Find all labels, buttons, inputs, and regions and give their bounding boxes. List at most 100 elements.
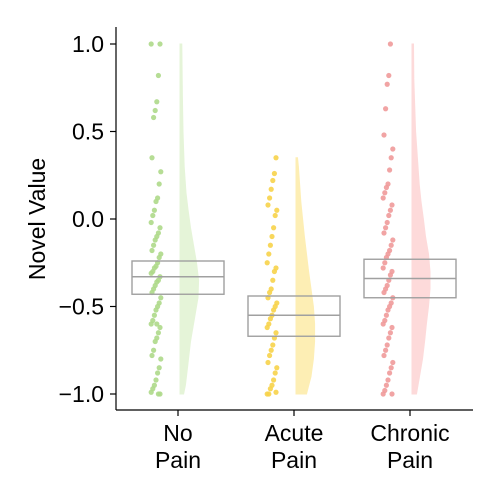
data-point-chronic-pain: [381, 195, 386, 200]
data-point-no-pain: [149, 248, 154, 253]
data-point-chronic-pain: [381, 230, 386, 235]
data-point-chronic-pain: [385, 342, 390, 347]
data-point-chronic-pain: [388, 41, 393, 46]
data-point-acute-pain: [270, 278, 275, 283]
data-point-chronic-pain: [389, 155, 394, 160]
data-point-chronic-pain: [387, 167, 392, 172]
data-point-acute-pain: [271, 307, 276, 312]
x-tick-label: Chronic: [370, 420, 449, 446]
data-point-no-pain: [149, 353, 154, 358]
data-point-no-pain: [152, 313, 157, 318]
data-point-no-pain: [157, 255, 162, 260]
data-point-chronic-pain: [381, 132, 386, 137]
data-point-acute-pain: [268, 316, 273, 321]
data-point-no-pain: [156, 330, 161, 335]
data-point-acute-pain: [271, 225, 276, 230]
data-point-no-pain: [149, 155, 154, 160]
data-point-acute-pain: [269, 234, 274, 239]
data-point-acute-pain: [265, 360, 270, 365]
data-point-chronic-pain: [385, 377, 390, 382]
data-point-no-pain: [153, 307, 158, 312]
data-point-chronic-pain: [388, 272, 393, 277]
data-point-acute-pain: [274, 208, 279, 213]
data-point-acute-pain: [265, 391, 270, 396]
data-point-acute-pain: [273, 155, 278, 160]
data-point-no-pain: [157, 365, 162, 370]
data-point-no-pain: [149, 220, 154, 225]
data-point-no-pain: [157, 181, 162, 186]
data-point-acute-pain: [271, 377, 276, 382]
y-tick-label: 0.5: [72, 119, 104, 145]
data-point-no-pain: [151, 115, 156, 120]
data-point-chronic-pain: [390, 146, 395, 151]
data-point-chronic-pain: [386, 335, 391, 340]
data-point-no-pain: [149, 390, 154, 395]
data-point-chronic-pain: [383, 106, 388, 111]
data-point-acute-pain: [267, 290, 272, 295]
data-point-chronic-pain: [387, 370, 392, 375]
y-tick-label: 1.0: [72, 31, 104, 57]
data-point-chronic-pain: [386, 213, 391, 218]
data-point-acute-pain: [265, 202, 270, 207]
data-point-no-pain: [154, 321, 159, 326]
y-tick-label: 0.0: [72, 206, 104, 232]
data-point-chronic-pain: [381, 265, 386, 270]
data-point-acute-pain: [268, 243, 273, 248]
data-point-no-pain: [150, 213, 155, 218]
data-point-chronic-pain: [385, 307, 390, 312]
data-point-no-pain: [149, 41, 154, 46]
data-point-chronic-pain: [381, 353, 386, 358]
data-point-chronic-pain: [390, 360, 395, 365]
data-point-chronic-pain: [381, 290, 386, 295]
data-point-chronic-pain: [388, 208, 393, 213]
y-axis-label: Novel Value: [24, 158, 50, 280]
data-point-chronic-pain: [389, 243, 394, 248]
data-point-chronic-pain: [389, 365, 394, 370]
data-point-no-pain: [158, 356, 163, 361]
data-point-acute-pain: [265, 325, 270, 330]
data-point-acute-pain: [267, 195, 272, 200]
y-tick-label: −1.0: [59, 381, 104, 407]
data-point-acute-pain: [270, 342, 275, 347]
y-ticks: 1.0 0.5 0.0 −0.5 −1.0: [59, 31, 116, 407]
data-point-chronic-pain: [390, 237, 395, 242]
data-point-no-pain: [149, 321, 154, 326]
data-point-chronic-pain: [382, 190, 387, 195]
data-point-acute-pain: [269, 348, 274, 353]
data-point-acute-pain: [270, 178, 275, 183]
data-point-chronic-pain: [381, 321, 386, 326]
data-point-acute-pain: [273, 330, 278, 335]
data-point-no-pain: [158, 169, 163, 174]
data-point-no-pain: [153, 237, 158, 242]
data-point-no-pain: [153, 199, 158, 204]
data-point-chronic-pain: [389, 325, 394, 330]
data-point-chronic-pain: [384, 383, 389, 388]
box-no-pain: [132, 261, 224, 294]
data-point-chronic-pain: [383, 225, 388, 230]
data-point-chronic-pain: [389, 202, 394, 207]
data-point-no-pain: [154, 99, 159, 104]
data-point-acute-pain: [272, 171, 277, 176]
x-tick-label: Pain: [387, 447, 433, 473]
axes: 1.00.50.0−0.5−1.0 NoPainAcutePainChronic…: [24, 27, 473, 473]
data-point-acute-pain: [274, 365, 279, 370]
x-tick-label: Pain: [271, 447, 317, 473]
data-point-chronic-pain: [383, 348, 388, 353]
data-point-no-pain: [157, 225, 162, 230]
data-point-chronic-pain: [385, 82, 390, 87]
violin-chronic-pain: [412, 44, 430, 394]
data-point-acute-pain: [265, 260, 270, 265]
data-point-chronic-pain: [382, 260, 387, 265]
data-point-no-pain: [151, 348, 156, 353]
plot-area: [132, 41, 456, 396]
x-tick-label: No: [163, 420, 192, 446]
x-tick-label: Acute: [265, 420, 324, 446]
data-point-no-pain: [156, 391, 161, 396]
data-point-no-pain: [151, 243, 156, 248]
box-acute-pain: [248, 296, 340, 336]
violin-no-pain: [180, 44, 199, 394]
data-point-chronic-pain: [385, 220, 390, 225]
data-point-acute-pain: [268, 386, 273, 391]
data-point-no-pain: [157, 41, 162, 46]
